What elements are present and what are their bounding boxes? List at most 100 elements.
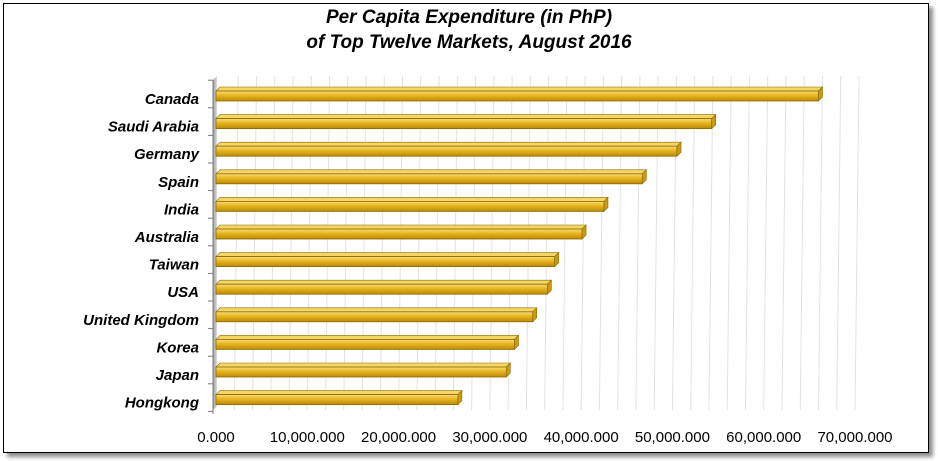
bar-top-face <box>215 197 609 202</box>
grid-line <box>416 75 422 411</box>
grid-line <box>544 75 550 411</box>
bar-united-kingdom <box>215 307 538 323</box>
x-tick-label: 20,000.000 <box>361 429 436 446</box>
grid-line <box>726 75 732 411</box>
bar-end-face <box>711 113 716 130</box>
grid-line <box>653 75 659 411</box>
bar-front-face <box>215 118 713 129</box>
bar-top-face <box>215 224 587 230</box>
bar-canada <box>215 86 824 102</box>
bar-front-face <box>215 228 583 240</box>
bar-end-face <box>457 389 463 406</box>
bar-front-face <box>215 200 605 212</box>
category-label: Australia <box>134 229 199 246</box>
bar-top-face <box>215 307 538 313</box>
grid-line <box>799 75 805 411</box>
grid-line <box>708 75 714 411</box>
bar-taiwan <box>215 251 560 268</box>
bar-front-face <box>215 394 459 406</box>
bar-japan <box>215 362 512 378</box>
x-tick-label: 0.000 <box>197 429 235 446</box>
grid-line <box>233 75 239 411</box>
bar-end-face <box>603 196 609 213</box>
bar-front-face <box>215 90 819 102</box>
bar-top-face <box>215 169 648 175</box>
grid-line <box>781 75 787 411</box>
x-tick-label: 60,000.000 <box>726 429 801 446</box>
grid-line <box>325 75 331 411</box>
grid-line <box>617 75 623 411</box>
bars <box>215 86 824 406</box>
category-label: Korea <box>156 339 199 356</box>
category-label: United Kingdom <box>83 312 199 329</box>
grid-line <box>270 75 276 411</box>
bar-spain <box>215 169 648 185</box>
bar-end-face <box>581 224 587 240</box>
grid-line <box>507 75 513 411</box>
bar-end-face <box>676 141 682 157</box>
x-tick-label: 30,000.000 <box>452 429 527 446</box>
bar-saudi-arabia <box>215 113 717 130</box>
bar-top-face <box>215 252 560 257</box>
category-label: Germany <box>134 146 200 163</box>
y-axis <box>208 76 217 414</box>
bar-germany <box>215 141 682 157</box>
bar-front-face <box>215 366 507 378</box>
x-tick-labels: 0.000 10,000.000 20,000.000 30,000.000 40,00… <box>197 429 892 446</box>
bar-top-face <box>215 86 824 92</box>
grid-line <box>744 75 750 411</box>
grid-line <box>288 75 294 411</box>
category-label: Saudi Arabia <box>108 119 199 136</box>
category-label: Hongkong <box>125 395 199 412</box>
grid-line <box>836 75 842 411</box>
x-tick-label: 50,000.000 <box>635 429 710 446</box>
grid-line <box>817 75 823 411</box>
bar-front-face <box>215 256 556 268</box>
bar-end-face <box>642 169 647 185</box>
grid-line <box>361 75 367 411</box>
y-axis-wall <box>213 76 217 410</box>
bar-korea <box>215 334 520 351</box>
bar-top-face <box>215 279 553 285</box>
bar-top-face <box>215 390 463 395</box>
bar-front-face <box>215 173 643 185</box>
bar-end-face <box>505 362 511 378</box>
grid-line <box>471 75 477 411</box>
bar-top-face <box>215 114 717 119</box>
bar-top-face <box>215 335 520 340</box>
bar-top-face <box>215 141 682 147</box>
category-label: Taiwan <box>149 257 199 274</box>
grid-line <box>434 75 440 411</box>
bar-end-face <box>818 86 823 102</box>
grid-line <box>343 75 349 411</box>
grid-lines <box>233 75 860 411</box>
bar-end-face <box>554 251 559 268</box>
category-label: USA <box>167 284 199 301</box>
grid-line <box>635 75 641 411</box>
bar-end-face <box>514 334 519 351</box>
grid-line <box>580 75 586 411</box>
category-label: Spain <box>158 174 199 191</box>
grid-line <box>379 75 385 411</box>
bar-usa <box>215 279 553 295</box>
category-label: Japan <box>156 367 199 384</box>
bar-australia <box>215 224 587 240</box>
grid-line <box>525 75 531 411</box>
x-tick-label: 10,000.000 <box>270 429 345 446</box>
bar-hongkong <box>215 389 463 406</box>
grid-line <box>306 75 312 411</box>
grid-line <box>671 75 677 411</box>
category-label: India <box>164 201 199 218</box>
chart-title: Per Capita Expenditure (in PhP) of Top T… <box>0 5 938 55</box>
bar-end-face <box>532 307 538 323</box>
category-label: Canada <box>145 91 199 108</box>
bar-top-face <box>215 362 512 368</box>
grid-line <box>690 75 696 411</box>
bar-front-face <box>215 145 678 157</box>
bar-india <box>215 196 609 213</box>
grid-line <box>489 75 495 411</box>
grid-line <box>562 75 568 411</box>
grid-line <box>452 75 458 411</box>
grid-line <box>854 75 860 411</box>
